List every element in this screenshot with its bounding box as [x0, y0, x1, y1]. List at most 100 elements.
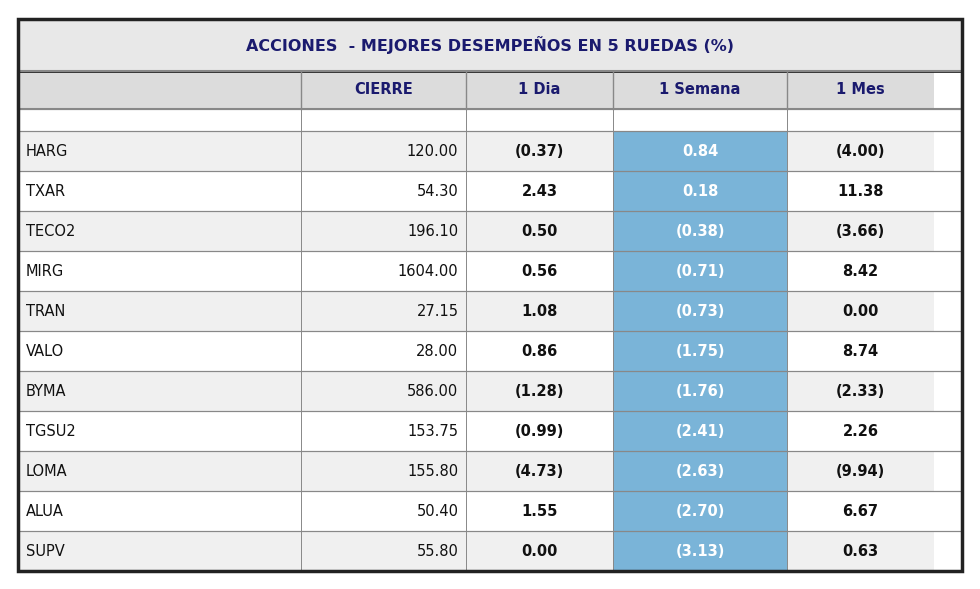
Bar: [18, 109, 962, 131]
Bar: [301, 451, 466, 491]
Text: (0.99): (0.99): [514, 423, 564, 438]
Text: 2.43: 2.43: [521, 184, 558, 198]
Text: SUPV: SUPV: [26, 544, 65, 558]
Bar: [18, 371, 301, 411]
Text: 27.15: 27.15: [416, 303, 459, 319]
Bar: [612, 491, 787, 531]
Text: (4.00): (4.00): [836, 144, 885, 158]
Bar: [18, 491, 962, 531]
Text: 50.40: 50.40: [416, 504, 459, 518]
Bar: [612, 411, 787, 451]
Bar: [18, 531, 962, 571]
Bar: [612, 131, 787, 171]
Bar: [612, 331, 787, 371]
Bar: [466, 531, 612, 571]
Bar: [612, 291, 787, 331]
Bar: [18, 331, 962, 371]
Text: 196.10: 196.10: [408, 223, 459, 239]
Bar: [301, 211, 466, 251]
Bar: [612, 371, 787, 411]
Bar: [18, 291, 301, 331]
Bar: [18, 171, 301, 211]
Bar: [301, 411, 466, 451]
Text: 1 Dia: 1 Dia: [518, 82, 561, 98]
Text: 55.80: 55.80: [416, 544, 459, 558]
Text: 1 Semana: 1 Semana: [660, 82, 741, 98]
Bar: [18, 211, 962, 251]
Bar: [787, 411, 934, 451]
Text: 120.00: 120.00: [407, 144, 459, 158]
Bar: [787, 371, 934, 411]
Bar: [466, 131, 612, 171]
Bar: [18, 19, 962, 71]
Text: 2.26: 2.26: [843, 423, 878, 438]
Bar: [466, 211, 612, 251]
Bar: [787, 291, 934, 331]
Text: 0.63: 0.63: [843, 544, 879, 558]
Text: (0.71): (0.71): [675, 263, 725, 279]
Bar: [787, 71, 934, 109]
Text: (2.41): (2.41): [675, 423, 725, 438]
Bar: [612, 251, 787, 291]
Bar: [612, 71, 787, 109]
Bar: [301, 131, 466, 171]
Text: 8.74: 8.74: [843, 343, 879, 359]
Bar: [301, 491, 466, 531]
Bar: [18, 251, 962, 291]
Bar: [787, 211, 934, 251]
Text: 8.42: 8.42: [843, 263, 879, 279]
Bar: [466, 491, 612, 531]
Text: ACCIONES  - MEJORES DESEMPEÑOS EN 5 RUEDAS (%): ACCIONES - MEJORES DESEMPEÑOS EN 5 RUEDA…: [246, 36, 734, 54]
Text: (1.76): (1.76): [675, 383, 725, 399]
Bar: [18, 71, 301, 109]
Bar: [787, 171, 934, 211]
Text: MIRG: MIRG: [26, 263, 65, 279]
Text: 0.00: 0.00: [521, 544, 558, 558]
Bar: [787, 451, 934, 491]
Bar: [787, 331, 934, 371]
Text: (3.66): (3.66): [836, 223, 885, 239]
Text: 1.08: 1.08: [521, 303, 558, 319]
Text: 54.30: 54.30: [416, 184, 459, 198]
Bar: [301, 531, 466, 571]
Bar: [787, 491, 934, 531]
Text: 0.56: 0.56: [521, 263, 558, 279]
Text: 6.67: 6.67: [843, 504, 878, 518]
Bar: [18, 451, 301, 491]
Text: (4.73): (4.73): [514, 464, 564, 478]
Text: (0.37): (0.37): [514, 144, 564, 158]
Text: (2.70): (2.70): [675, 504, 725, 518]
Bar: [18, 531, 301, 571]
Text: 0.84: 0.84: [682, 144, 718, 158]
Text: 0.50: 0.50: [521, 223, 558, 239]
Bar: [787, 531, 934, 571]
Bar: [301, 331, 466, 371]
Bar: [18, 451, 962, 491]
Bar: [787, 131, 934, 171]
Bar: [18, 71, 962, 109]
Text: TECO2: TECO2: [26, 223, 75, 239]
Text: 155.80: 155.80: [408, 464, 459, 478]
Bar: [466, 291, 612, 331]
Bar: [18, 171, 962, 211]
Text: 1 Mes: 1 Mes: [836, 82, 885, 98]
Bar: [18, 411, 962, 451]
Bar: [301, 291, 466, 331]
Text: TRAN: TRAN: [26, 303, 66, 319]
Text: TGSU2: TGSU2: [26, 423, 75, 438]
Text: (9.94): (9.94): [836, 464, 885, 478]
Text: TXAR: TXAR: [26, 184, 65, 198]
Text: 1.55: 1.55: [521, 504, 558, 518]
Bar: [301, 71, 466, 109]
Bar: [18, 211, 301, 251]
Text: 1604.00: 1604.00: [398, 263, 459, 279]
Bar: [18, 131, 962, 171]
Bar: [466, 251, 612, 291]
Bar: [301, 171, 466, 211]
Bar: [301, 251, 466, 291]
Bar: [612, 531, 787, 571]
Bar: [18, 491, 301, 531]
Text: 0.86: 0.86: [521, 343, 558, 359]
Bar: [18, 331, 301, 371]
Text: BYMA: BYMA: [26, 383, 67, 399]
